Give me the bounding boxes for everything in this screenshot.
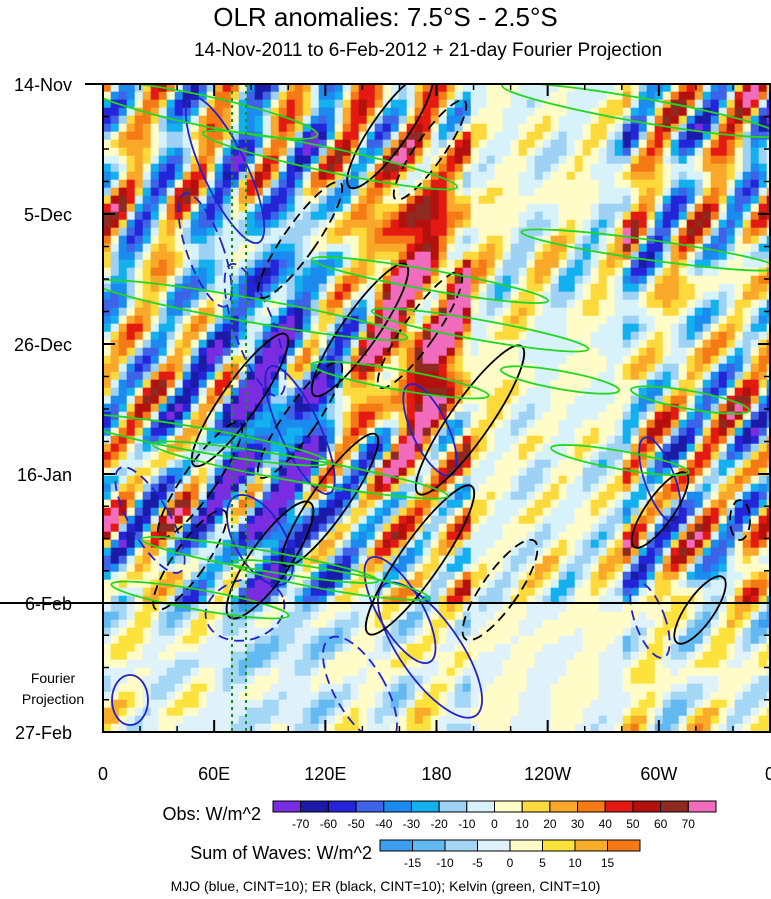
y-tick-label: 26-Dec	[14, 335, 72, 355]
colorbar-tick-label: 10	[568, 856, 582, 870]
colorbar-swatch	[660, 800, 689, 813]
colorbar-tick-label: -5	[472, 856, 483, 870]
colorbar-swatch	[300, 800, 329, 813]
colorbar-swatch	[438, 800, 468, 813]
colorbar-swatch	[632, 800, 662, 813]
colorbar-tick-label: 15	[601, 856, 615, 870]
colorbar-tick-label: -20	[430, 817, 448, 831]
colorbar-swatch	[383, 800, 412, 813]
fourier-label-line1: Fourier	[30, 670, 76, 686]
colorbar-tick-label: -30	[403, 817, 421, 831]
colorbar-tick-label: 70	[682, 817, 696, 831]
wave-contours	[103, 84, 770, 732]
fourier-label-line2: Projection	[21, 691, 85, 707]
y-tick-label: 27-Feb	[15, 723, 72, 743]
colorbar-tick-label: 20	[543, 817, 557, 831]
y-tick-label: 16-Jan	[17, 465, 72, 485]
colorbar-swatch	[542, 839, 576, 852]
colorbar-swatch	[355, 800, 385, 813]
y-tick-label: 6-Feb	[25, 594, 72, 614]
x-tick-label: 120W	[524, 764, 571, 784]
olr-anomaly-field	[103, 84, 770, 732]
x-tick-label: 0	[765, 764, 771, 784]
colorbar-title: Obs: W/m^2	[163, 804, 261, 824]
colorbar-swatch	[379, 839, 413, 852]
y-tick-label: 14-Nov	[14, 75, 72, 95]
obs-colorbar: -70 -60 -50 -40 -30 -20 -10 0 10 20 30 40 50 60 70 Obs:…	[163, 800, 717, 831]
colorbar-tick-label: -50	[347, 817, 365, 831]
x-tick-label: 180	[421, 764, 451, 784]
fourier-projection-label: Fourier Projection	[8, 668, 98, 710]
colorbar-swatch	[494, 800, 523, 813]
colorbar-tick-label: 0	[507, 856, 514, 870]
colorbar-swatch	[412, 839, 446, 852]
colorbar-swatch	[509, 839, 543, 852]
colorbar-tick-label: 10	[516, 817, 530, 831]
colorbar-swatch	[444, 839, 478, 852]
colorbar-tick-label: 50	[626, 817, 640, 831]
colorbar-tick-label: -10	[458, 817, 476, 831]
colorbar-swatch	[327, 800, 357, 813]
colorbar-swatch	[604, 800, 634, 813]
colorbar-tick-label: 0	[491, 817, 498, 831]
colorbar-tick-label: 60	[654, 817, 668, 831]
colorbar-title: Sum of Waves: W/m^2	[190, 843, 372, 863]
colorbar-tick-label: -15	[404, 856, 422, 870]
x-tick-label: 60W	[640, 764, 677, 784]
x-tick-label: 120E	[304, 764, 346, 784]
x-tick-label: 0	[98, 764, 108, 784]
colorbar-swatch	[466, 800, 495, 813]
y-tick-label: 5-Dec	[24, 205, 72, 225]
colorbar-swatch	[687, 800, 717, 813]
waves-colorbar: -15 -10 -5 0 5 10 15 Sum of Waves: W/m^2	[190, 839, 641, 870]
colorbar-tick-label: 30	[571, 817, 585, 831]
chart-title: OLR anomalies: 7.5°S - 2.5°S	[213, 2, 558, 32]
colorbar-swatch	[607, 839, 641, 852]
colorbar-swatch	[272, 800, 302, 813]
overlay-footnote: MJO (blue, CINT=10); ER (black, CINT=10)…	[170, 878, 601, 894]
chart-subtitle: 14-Nov-2011 to 6-Feb-2012 + 21-day Fouri…	[193, 40, 663, 61]
colorbar-tick-label: 5	[539, 856, 546, 870]
colorbar-tick-label: 40	[599, 817, 613, 831]
x-tick-label: 60E	[198, 764, 230, 784]
colorbar-swatch	[410, 800, 440, 813]
colorbar-tick-label: -60	[320, 817, 338, 831]
colorbar-tick-label: -70	[292, 817, 310, 831]
colorbar-swatch	[521, 800, 551, 813]
colorbar-swatch	[574, 839, 608, 852]
colorbar-tick-label: -40	[375, 817, 393, 831]
colorbar-swatch	[477, 839, 511, 852]
colorbar-tick-label: -10	[436, 856, 454, 870]
colorbar-swatch	[549, 800, 579, 813]
y-axis: 14-Nov 5-Dec 26-Dec 16-Jan 6-Feb 27-Feb	[14, 75, 770, 743]
x-axis: 0 60E 120E 180 120W 60W 0	[98, 84, 771, 784]
colorbar-swatch	[577, 800, 606, 813]
